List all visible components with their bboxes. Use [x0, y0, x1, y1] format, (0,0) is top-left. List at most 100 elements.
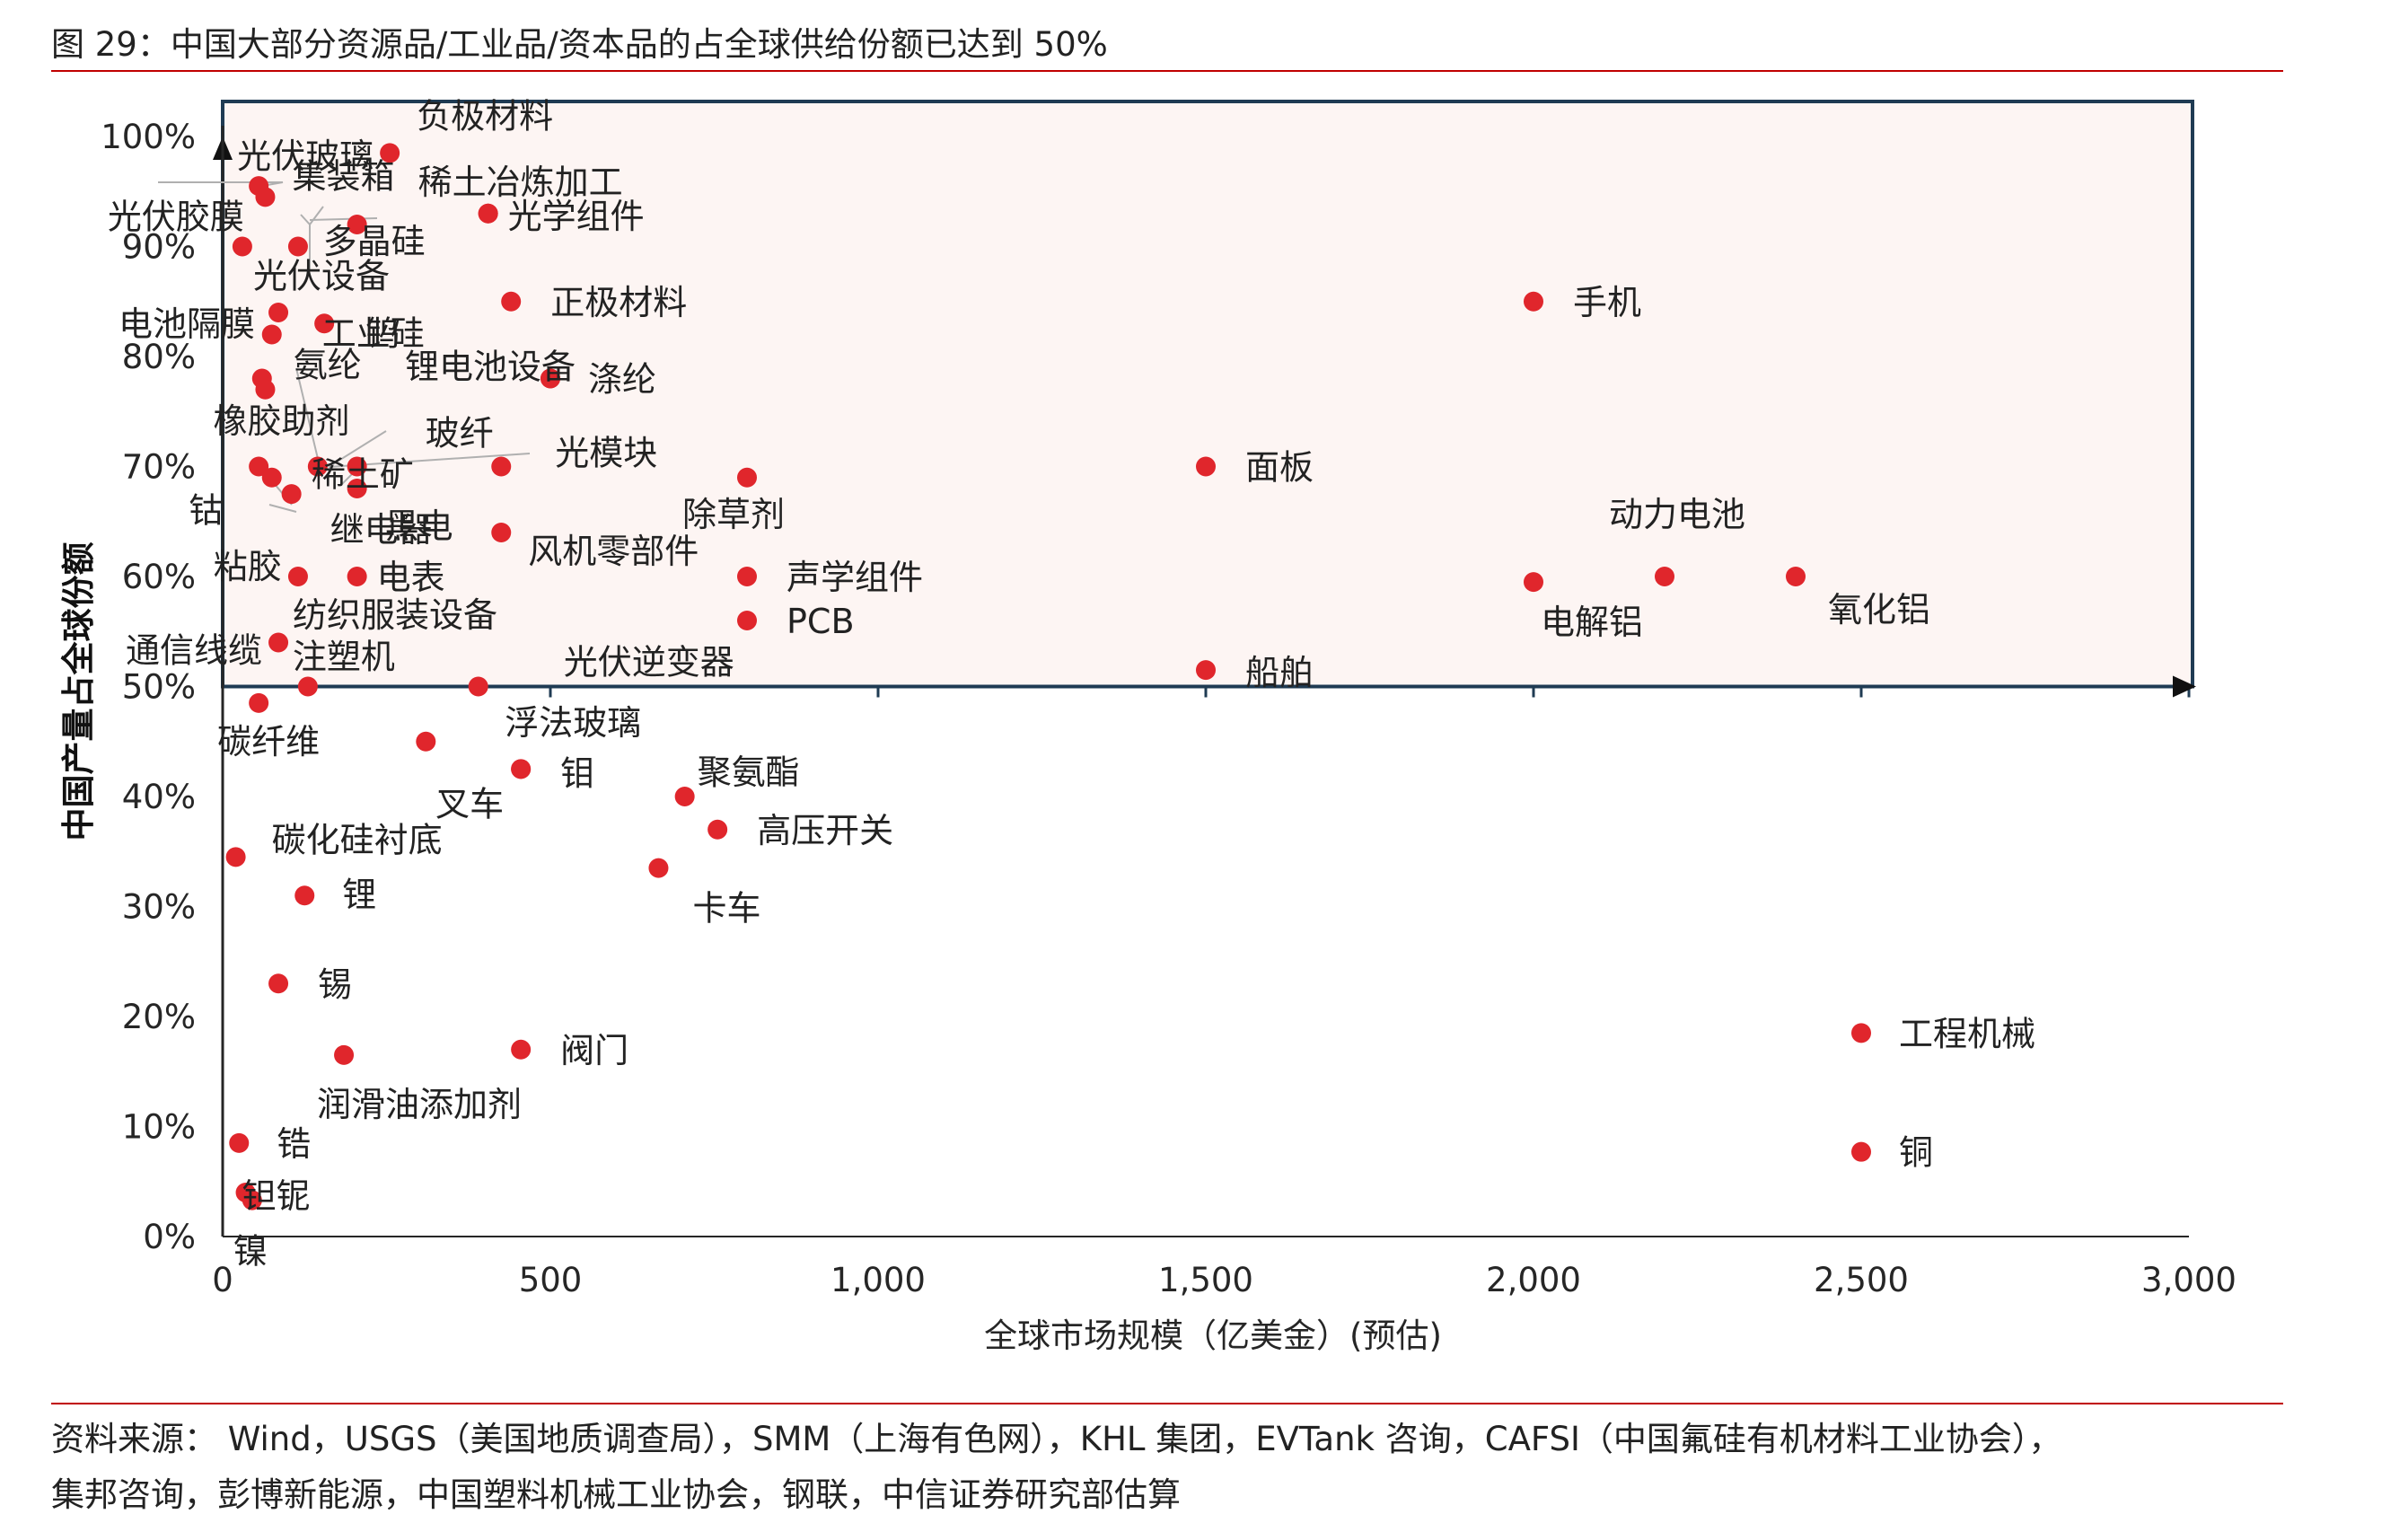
point-label: 氧化铝: [1828, 590, 1930, 629]
point-label: 手机: [1573, 283, 1641, 322]
point-label: 锆: [277, 1124, 311, 1164]
data-point: [737, 467, 757, 488]
point-label: 正极材料: [550, 283, 687, 322]
figure-title: 图 29：中国大部分资源品/工业品/资本品的占全球供给份额已达到 50%: [51, 25, 1108, 64]
data-point: [1196, 456, 1216, 477]
data-point: [347, 456, 367, 477]
data-point: [261, 467, 282, 488]
data-point: [294, 885, 315, 906]
point-label: 面板: [1245, 448, 1314, 488]
data-point: [281, 484, 302, 505]
data-point: [229, 1132, 250, 1153]
data-point: [314, 313, 335, 334]
axes: [221, 126, 2189, 1237]
data-point: [347, 479, 367, 498]
data-point: [261, 324, 282, 345]
data-point: [347, 567, 367, 586]
data-point: [491, 456, 512, 477]
point-label: 黑电: [385, 506, 453, 546]
point-label: 碳化硅衬底: [272, 820, 443, 859]
point-label: 船舶: [1245, 653, 1314, 692]
point-label: 光学组件: [508, 197, 645, 236]
y-tick-label: 0%: [143, 1218, 196, 1256]
point-label: 动力电池: [1609, 495, 1745, 534]
x-tick-label: 0: [212, 1261, 233, 1299]
point-label: 钽铌: [242, 1176, 311, 1216]
data-point: [1851, 1023, 1871, 1043]
point-label: 浮法玻璃: [505, 703, 641, 743]
source-line-2: 集邦咨询，彭博新能源，中国塑料机械工业协会，钢联，中信证券研究部估算: [51, 1475, 1181, 1514]
data-point: [268, 632, 289, 653]
data-point: [249, 692, 269, 713]
data-point: [287, 236, 308, 257]
point-label: 负极材料: [417, 96, 553, 136]
x-tick-label: 2,000: [1486, 1261, 1581, 1299]
point-label: 风机零部件: [528, 532, 699, 571]
y-tick-label: 60%: [122, 558, 196, 596]
data-point: [416, 731, 436, 752]
data-point: [511, 1039, 532, 1060]
x-tick-label: 2,500: [1814, 1261, 1909, 1299]
point-label: 钨: [365, 313, 400, 353]
source-line-1: 资料来源： Wind，USGS（美国地质调查局），SMM（上海有色网），KHL …: [51, 1420, 2062, 1458]
data-point: [380, 143, 400, 163]
point-label: 镍: [233, 1232, 268, 1272]
data-point: [1524, 572, 1543, 593]
y-tick-label: 20%: [122, 998, 196, 1036]
data-point: [674, 787, 695, 806]
data-point: [1524, 291, 1543, 312]
y-tick-label: 80%: [122, 338, 196, 376]
point-label: 粘胶: [214, 547, 282, 586]
data-point: [255, 379, 276, 400]
point-label: 工业硅: [322, 314, 425, 354]
point-label: 钼: [560, 753, 594, 793]
data-point: [1786, 567, 1806, 586]
scatter-chart: 0% 10% 20% 30% 40% 50% 60% 70% 80% 90% 100% 0 500 1,…: [59, 96, 2237, 1355]
data-point: [1655, 567, 1674, 586]
leader-line: [268, 504, 297, 513]
leader-line: [158, 181, 284, 187]
x-tick-labels: 0 500 1,000 1,500 2,000 2,500 3,000: [212, 1261, 2237, 1299]
point-label: 光伏逆变器: [564, 643, 734, 682]
title-rule: [51, 70, 2283, 72]
x-axis-label: 全球市场规模（亿美金）(预估): [984, 1316, 1442, 1355]
data-point: [1196, 660, 1216, 681]
point-label: 橡胶助剂: [213, 401, 349, 441]
point-label: 润滑油添加剂: [317, 1085, 522, 1124]
y-tick-label: 70%: [122, 448, 196, 487]
point-label: 电池隔膜: [119, 304, 255, 344]
data-point: [255, 187, 276, 207]
data-point: [707, 819, 728, 840]
y-axis-label: 中国产量占全球份额: [59, 542, 98, 841]
x-tick-label: 3,000: [2141, 1261, 2237, 1299]
data-point: [242, 1190, 262, 1210]
data-point: [468, 676, 488, 697]
data-point: [232, 236, 252, 257]
point-label: 通信线缆: [126, 631, 262, 671]
point-label: 卡车: [692, 889, 760, 929]
point-label: 电解铝: [1541, 603, 1643, 642]
data-point: [648, 858, 669, 878]
data-point: [268, 303, 289, 322]
point-label: 阀门: [560, 1031, 628, 1070]
point-label: 稀土矿: [312, 455, 414, 495]
y-tick-label: 30%: [122, 888, 196, 927]
y-tick-label: 10%: [122, 1108, 196, 1147]
leader-line: [328, 430, 387, 468]
x-tick-label: 1,500: [1158, 1261, 1253, 1299]
point-label: PCB: [787, 602, 855, 641]
point-label: 聚氨酯: [698, 753, 800, 792]
point-label: 声学组件: [787, 558, 923, 597]
leader-line: [309, 217, 378, 221]
point-label: 电表: [377, 558, 445, 597]
point-label: 高压开关: [757, 811, 893, 850]
point-label: 锡: [318, 964, 352, 1004]
point-label: 光伏胶膜: [108, 198, 244, 237]
data-point: [334, 1044, 355, 1065]
point-label: 叉车: [435, 784, 504, 823]
point-label: 钴: [189, 491, 223, 531]
data-point: [478, 203, 498, 224]
point-label: 稀土冶炼加工: [418, 163, 623, 202]
point-label: 光伏玻璃: [237, 136, 374, 176]
